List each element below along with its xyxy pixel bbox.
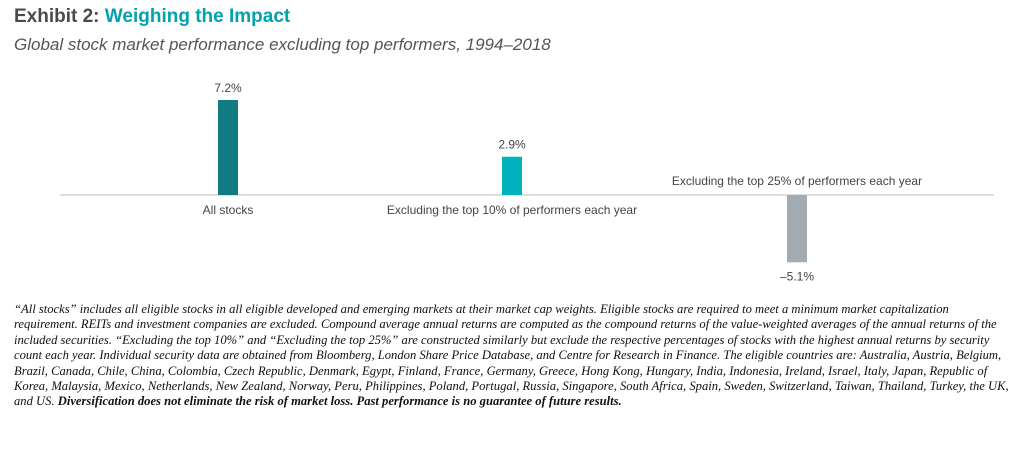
value-label-1: 7.2%: [214, 81, 242, 95]
value-label-3: –5.1%: [780, 269, 814, 283]
footnote: “All stocks” includes all eligible stock…: [14, 302, 1010, 410]
chart-title: Exhibit 2: Weighing the Impact: [14, 6, 290, 28]
category-label-2: Excluding the top 10% of performers each…: [387, 203, 637, 217]
footnote-disclaimer: Diversification does not eliminate the r…: [57, 394, 622, 409]
bar-1: [218, 100, 238, 195]
bar-chart: 7.2% All stocks 2.9% Excluding the top 10% …: [60, 81, 994, 283]
chart-subtitle: Global stock market performance excludin…: [14, 35, 551, 54]
category-label-3: Excluding the top 25% of performers each…: [672, 174, 922, 188]
bar-3: [787, 195, 807, 263]
category-label-1: All stocks: [203, 203, 254, 217]
title-prefix: Exhibit 2:: [14, 6, 100, 27]
footnote-text: “All stocks” includes all eligible stock…: [14, 302, 1009, 409]
value-label-2: 2.9%: [498, 138, 526, 152]
bar-2: [502, 156, 522, 195]
title-main: Weighing the Impact: [104, 6, 291, 27]
